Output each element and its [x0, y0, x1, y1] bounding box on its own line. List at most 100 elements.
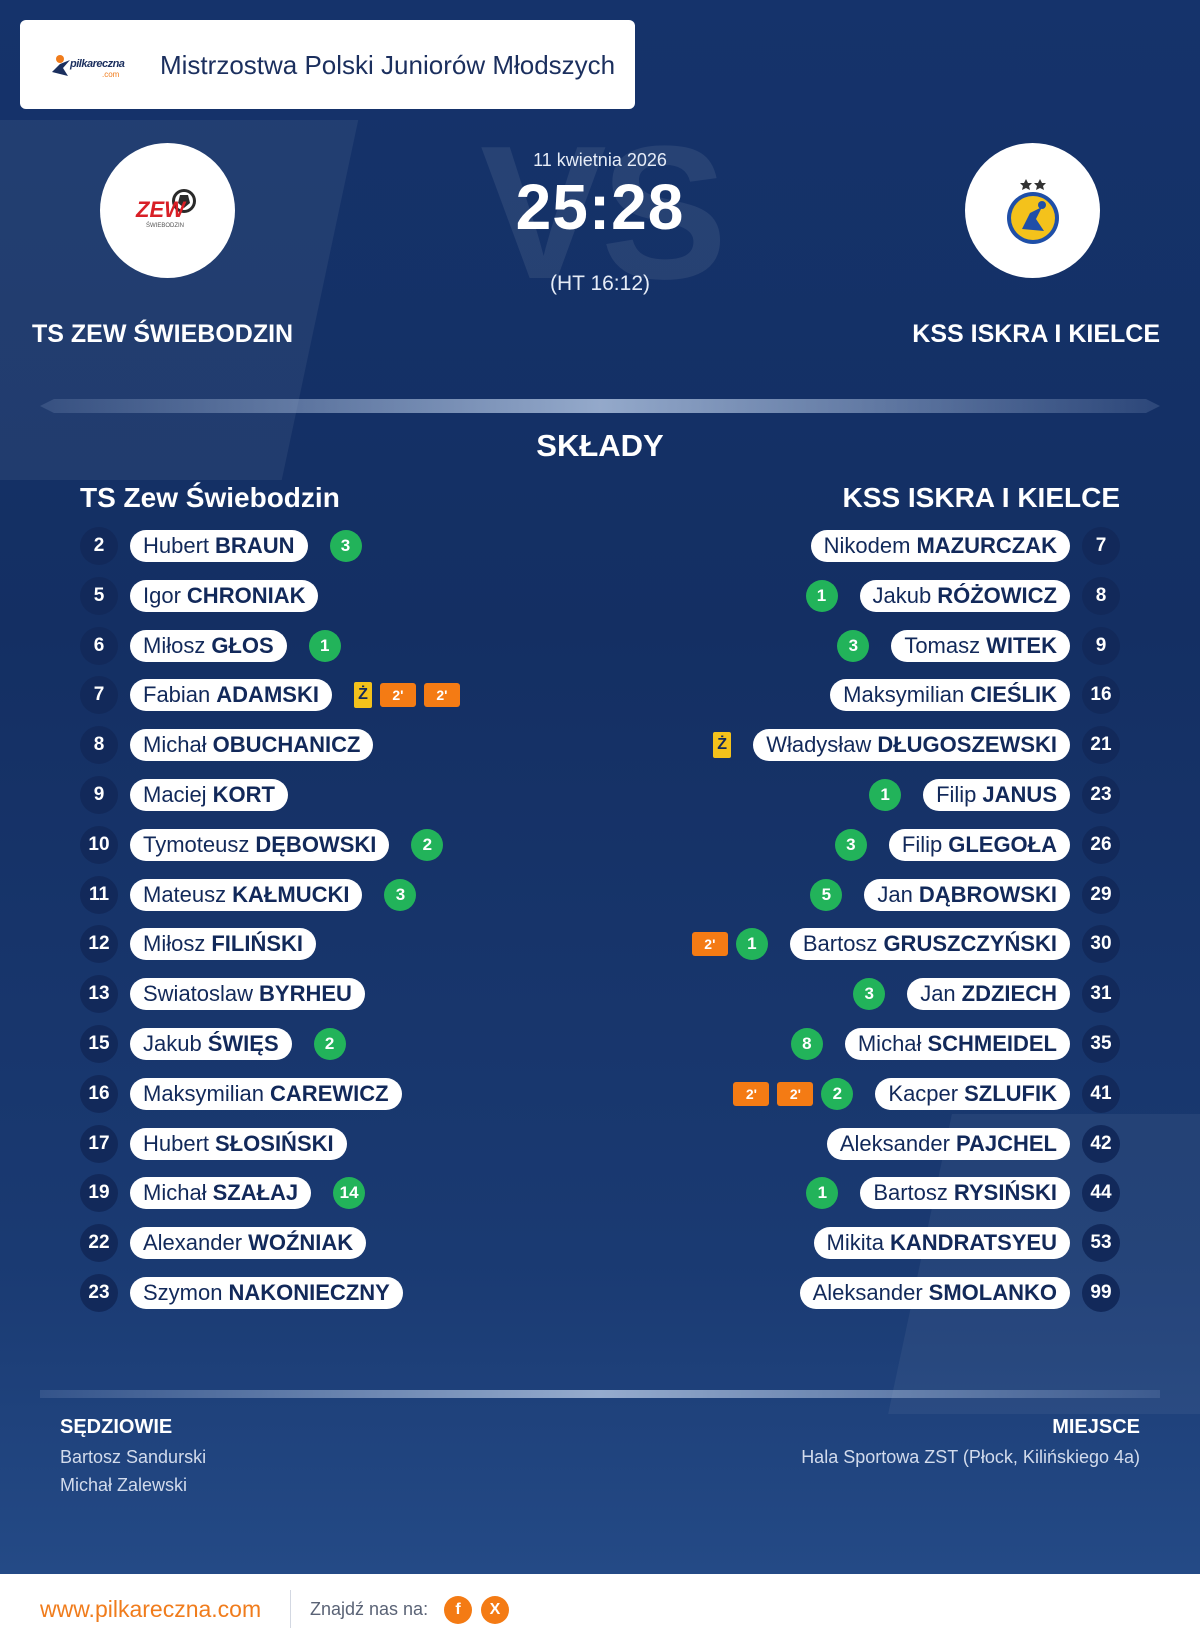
player-name: Hubert BRAUN [130, 530, 308, 562]
crest-letters: ZEW [135, 197, 187, 222]
venue-block: MIEJSCE Hala Sportowa ZST (Płock, Kilińs… [801, 1413, 1140, 1471]
player-number: 19 [80, 1174, 118, 1213]
player-name: Tomasz WITEK [891, 629, 1070, 662]
player-last-name: WOŹNIAK [248, 1230, 354, 1256]
player-first-name: Kacper [888, 1080, 959, 1106]
referee-name: Bartosz Sandurski [60, 1447, 207, 1467]
player-first-name: Bartosz [802, 931, 878, 957]
player-last-name: SZAŁAJ [212, 1180, 299, 1206]
player-stats: 1 [806, 1177, 839, 1210]
player-last-name: KORT [212, 782, 275, 807]
website-link[interactable]: www.pilkareczna.com [40, 1596, 262, 1622]
player-first-name: Mikita [826, 1230, 884, 1256]
player-first-name: Tymoteusz [143, 831, 250, 857]
goals-badge: 2 [313, 1028, 346, 1060]
player-last-name: CAREWICZ [270, 1080, 389, 1106]
player-last-name: SZLUFIK [964, 1080, 1057, 1106]
player-row: 8 Michał OBUCHANICZ [80, 726, 374, 765]
player-last-name: RYSIŃSKI [953, 1180, 1057, 1206]
player-number: 8 [1082, 576, 1120, 615]
player-row: 29 Jan DĄBROWSKI 5 [810, 875, 1120, 914]
player-stats: 3 [329, 530, 362, 562]
player-name: Filip JANUS [923, 779, 1070, 811]
player-number: 22 [80, 1224, 118, 1263]
player-number: 16 [80, 1074, 118, 1113]
player-last-name: BYRHEU [259, 981, 352, 1007]
player-name: Jakub RÓŻOWICZ [859, 579, 1070, 612]
player-last-name: ADAMSKI [216, 682, 319, 708]
player-number: 44 [1082, 1174, 1120, 1213]
yellow-card-icon: Ż [353, 682, 372, 709]
player-last-name: RÓŻOWICZ [937, 582, 1057, 608]
logo-subtext: .com [102, 70, 120, 79]
away-team-name: KSS ISKRA I KIELCE [912, 320, 1160, 348]
player-number: 53 [1082, 1224, 1120, 1263]
player-first-name: Jan [920, 981, 956, 1007]
player-number: 8 [80, 726, 118, 765]
player-first-name: Fabian [143, 682, 211, 708]
player-name: Miłosz FILIŃSKI [130, 928, 317, 961]
zew-crest-icon: ZEW ŚWIEBODZIN [135, 188, 196, 229]
player-name: Władysław DŁUGOSZEWSKI [753, 729, 1070, 762]
player-row: 16 Maksymilian CIEŚLIK [830, 676, 1120, 715]
divider [40, 1390, 1160, 1398]
player-first-name: Tomasz [904, 632, 981, 658]
player-number: 31 [1082, 975, 1120, 1014]
goals-badge: 2 [821, 1077, 854, 1110]
player-last-name: PAJCHEL [955, 1130, 1057, 1156]
player-first-name: Miłosz [143, 931, 206, 957]
player-first-name: Jan [877, 881, 913, 907]
player-name: Hubert SŁOSIŃSKI [130, 1127, 347, 1160]
player-stats: 3 [834, 828, 867, 861]
player-stats: 1 2' [691, 928, 768, 961]
pilkareczna-logo[interactable]: pilkareczna .com [50, 50, 140, 80]
player-number: 35 [1082, 1025, 1120, 1063]
player-number: 2 [80, 527, 118, 565]
player-stats: 14 [333, 1177, 366, 1210]
logo-text: pilkareczna [70, 58, 125, 70]
player-last-name: FILIŃSKI [211, 931, 304, 957]
player-last-name: CIEŚLIK [970, 682, 1057, 708]
player-first-name: Michał [143, 1180, 207, 1206]
player-number: 41 [1082, 1074, 1120, 1113]
player-row: 7 Nikodem MAZURCZAK [810, 527, 1120, 565]
player-row: 8 Jakub RÓŻOWICZ 1 [805, 576, 1120, 615]
crest-town: ŚWIEBODZIN [146, 221, 184, 229]
player-first-name: Alexander [143, 1230, 243, 1256]
player-stats: 2 2' 2' [733, 1077, 854, 1110]
player-number: 9 [80, 776, 118, 814]
player-name: Kacper SZLUFIK [875, 1077, 1070, 1110]
player-stats: 3 [384, 878, 417, 911]
goals-badge: 2 [411, 828, 444, 861]
player-row: 22 Alexander WOŹNIAK [80, 1224, 367, 1263]
x-icon[interactable]: X [481, 1596, 509, 1624]
player-stats: 1 [308, 629, 341, 662]
find-us-label: Znajdź nas na: [310, 1599, 429, 1619]
competition-title: Mistrzostwa Polski Juniorów Młodszych [160, 50, 616, 80]
match-date: 11 kwietnia 2026 [533, 150, 667, 170]
player-row: 13 Swiatoslaw BYRHEU [80, 975, 365, 1014]
player-number: 99 [1082, 1274, 1120, 1312]
player-last-name: CHRONIAK [186, 582, 306, 608]
goals-badge: 1 [308, 629, 341, 662]
player-first-name: Filip [901, 831, 943, 857]
player-row: 15 Jakub ŚWIĘS 2 [80, 1025, 346, 1063]
player-name: Michał SCHMEIDEL [844, 1028, 1070, 1060]
player-name: Michał OBUCHANICZ [130, 729, 374, 762]
player-name: Michał SZAŁAJ [130, 1177, 312, 1210]
player-number: 30 [1082, 925, 1120, 964]
player-number: 7 [1082, 527, 1120, 565]
player-stats: 3 [837, 629, 870, 662]
player-row: 41 Kacper SZLUFIK 2 2' 2' [733, 1074, 1120, 1113]
player-row: 23 Szymon NAKONIECZNY [80, 1274, 403, 1312]
suspension-badge: 2' [691, 932, 728, 957]
player-name: Jan DĄBROWSKI [864, 878, 1070, 911]
away-team-crest [965, 143, 1100, 278]
player-name: Swiatoslaw BYRHEU [130, 978, 365, 1011]
goals-badge: 5 [810, 878, 843, 911]
player-name: Fabian ADAMSKI [130, 679, 332, 712]
facebook-icon[interactable]: f [444, 1596, 472, 1624]
player-number: 7 [80, 676, 118, 715]
player-row: 35 Michał SCHMEIDEL 8 [790, 1025, 1120, 1063]
player-stats: Ż [713, 732, 732, 759]
